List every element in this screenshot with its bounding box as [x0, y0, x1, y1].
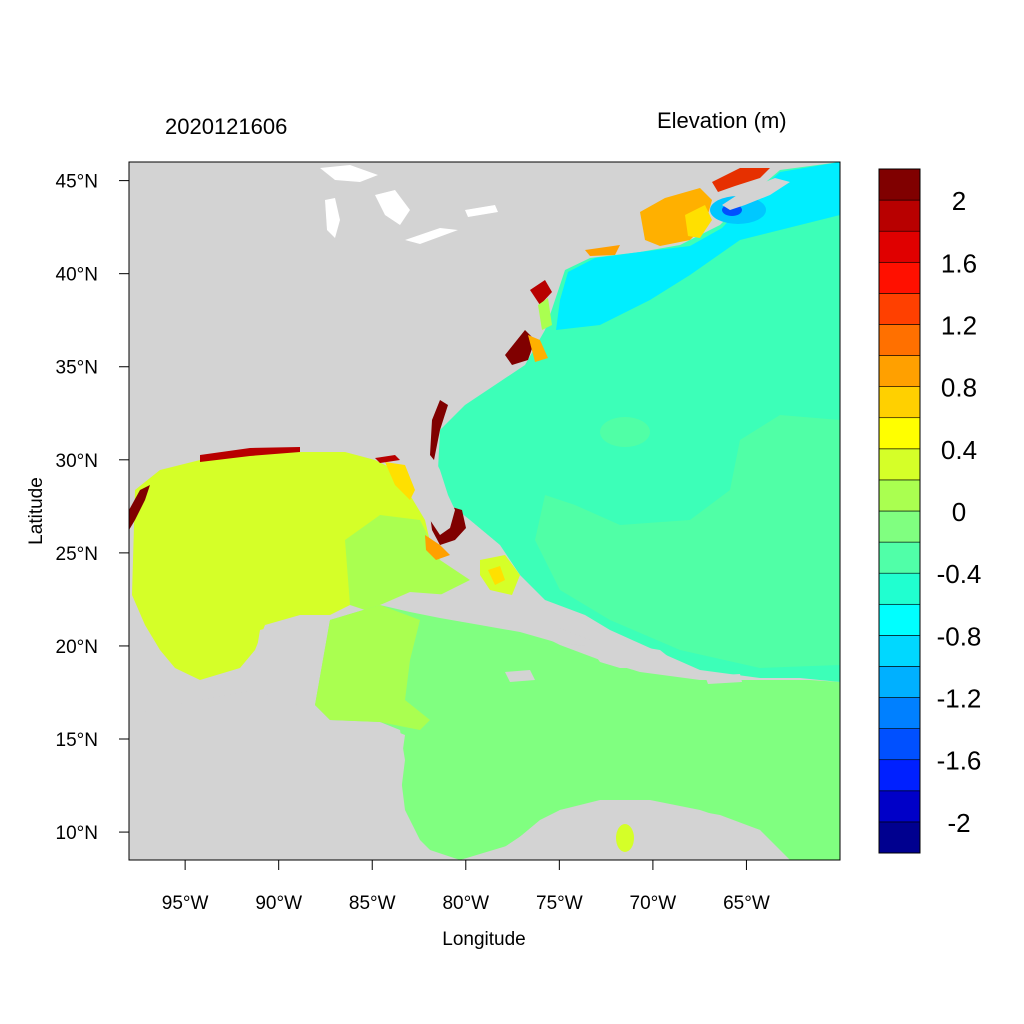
y-tick-label: 40°N [56, 265, 98, 286]
colorbar-label: 0.8 [941, 373, 977, 403]
colorbar [878, 168, 921, 854]
georgia-coast-surge [430, 400, 448, 460]
florida-keys-orange-area [425, 535, 450, 560]
carolina-coast-surge [505, 330, 535, 365]
lake-huron [375, 190, 410, 225]
colorbar-label: -0.8 [937, 621, 982, 651]
colorbar-swatch [878, 790, 921, 823]
colorbar-swatch [878, 199, 921, 232]
colorbar-label: 1.2 [941, 310, 977, 340]
colorbar-label: -2 [947, 808, 970, 838]
mid-ocean-field [535, 415, 840, 668]
lake-michigan [325, 198, 340, 238]
outer-banks-high-area [528, 335, 548, 362]
maracaibo-area [616, 824, 634, 852]
gulf-coast-yellow-area [385, 462, 415, 500]
colorbar-swatch [878, 603, 921, 636]
north-shelf-field [556, 162, 840, 330]
y-axis: 45°N 40°N 35°N 30°N 25°N 20°N 15°N 10°N [56, 172, 129, 844]
colorbar-swatch [878, 635, 921, 667]
nova-scotia-land [722, 178, 790, 210]
lake-erie [405, 228, 458, 244]
cape-cod-yellow-area [685, 205, 712, 238]
colorbar-labels: 2 1.6 1.2 0.8 0.4 0 -0.4 -0.8 -1.2 -1.6 -2 [937, 186, 982, 838]
colorbar-swatch [878, 479, 921, 512]
ocean-blob [600, 417, 650, 447]
x-tick-label: 95°W [162, 893, 209, 914]
yucatan-field [315, 605, 430, 730]
colorbar-label: 2 [952, 186, 966, 216]
colorbar-swatch [878, 510, 921, 543]
lake-ontario [465, 205, 498, 217]
colorbar-label: -1.6 [937, 746, 982, 776]
colorbar-swatch [878, 417, 921, 450]
florida-bigbend-surge [375, 455, 400, 463]
bahamas-bank-area-2 [488, 566, 505, 585]
date-label: 2020121606 [165, 114, 288, 139]
colorbar-label: 0 [952, 497, 966, 527]
colorbar-swatch [878, 728, 921, 761]
central-america-land [129, 690, 440, 860]
yucatan-land [255, 620, 330, 705]
colorbar-swatch [878, 230, 921, 263]
y-tick-label: 20°N [56, 637, 98, 658]
colorbar-swatch [878, 293, 921, 325]
colorbar-swatch [878, 386, 921, 419]
x-tick-label: 65°W [723, 893, 770, 914]
colorbar-label: 1.6 [941, 248, 977, 278]
x-axis: 95°W 90°W 85°W 80°W 75°W 70°W 65°W [162, 860, 770, 914]
colorbar-swatch [878, 261, 921, 294]
colorbar-swatch [878, 697, 921, 729]
y-tick-label: 35°N [56, 358, 98, 379]
cuba-land [380, 592, 590, 646]
colorbar-label: -1.2 [937, 684, 982, 714]
colorbar-swatch [878, 448, 921, 481]
colorbar-frame [878, 168, 921, 854]
x-tick-label: 70°W [630, 893, 677, 914]
x-tick-label: 90°W [255, 893, 302, 914]
colorbar-swatch [878, 168, 921, 201]
colorbar-swatch [878, 324, 921, 356]
x-tick-label: 75°W [536, 893, 583, 914]
eastern-gulf-field [345, 515, 470, 610]
x-tick-label: 85°W [349, 893, 396, 914]
texas-coast-surge [129, 485, 150, 530]
gulf-of-mexico-field [132, 452, 432, 680]
y-tick-label: 30°N [56, 451, 98, 472]
hispaniola-land [590, 645, 675, 668]
colorbar-label: 0.4 [941, 435, 977, 465]
map-panel [129, 162, 840, 860]
y-tick-label: 15°N [56, 730, 98, 751]
y-tick-label: 25°N [56, 544, 98, 565]
y-axis-title: Latitude [26, 477, 47, 545]
y-tick-label: 45°N [56, 172, 98, 193]
caribbean-field [315, 600, 840, 860]
map-frame [128, 161, 841, 861]
y-tick-label: 10°N [56, 823, 98, 844]
puerto-rico-land [705, 674, 742, 684]
louisiana-coast-surge [200, 447, 300, 462]
lake-superior [320, 165, 378, 182]
bay-of-fundy-high-area [712, 168, 770, 192]
x-axis-title: Longitude [442, 929, 525, 950]
colorbar-swatch [878, 759, 921, 792]
colorbar-swatch [878, 541, 921, 574]
colorbar-swatch [878, 821, 921, 854]
jamaica-land [505, 670, 535, 682]
colorbar-swatch [878, 355, 921, 387]
colorbar-swatch [878, 572, 921, 605]
variable-label: Elevation (m) [657, 108, 787, 133]
colorbar-swatch [878, 666, 921, 698]
chesapeake-area [538, 298, 552, 330]
ny-bight-area [585, 245, 620, 256]
colorbar-label: -0.4 [937, 559, 982, 589]
florida-land [405, 450, 455, 535]
delaware-surge [530, 280, 552, 305]
x-tick-label: 80°W [442, 893, 489, 914]
